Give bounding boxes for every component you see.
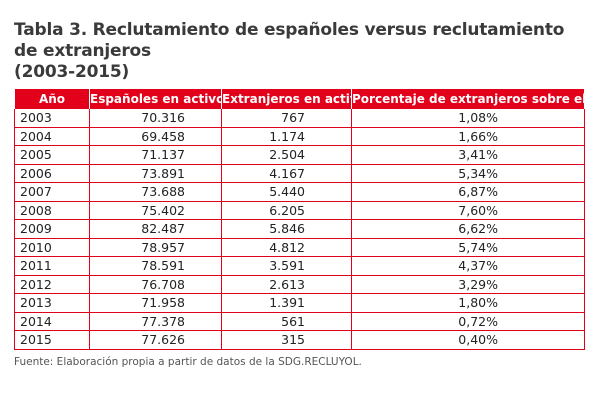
cell-year: 2004 bbox=[14, 126, 90, 146]
cell-year: 2003 bbox=[14, 108, 90, 128]
cell-year: 2011 bbox=[14, 256, 90, 276]
table-row: 2005 71.137 2.504 3,41% bbox=[14, 145, 585, 165]
cell-foreign-percentage: 1,08% bbox=[351, 108, 585, 128]
table-row: 2012 76.708 2.613 3,29% bbox=[14, 274, 585, 294]
cell-spanish-active: 73.891 bbox=[89, 163, 222, 183]
cell-spanish-active: 75.402 bbox=[89, 200, 222, 220]
source-note: Fuente: Elaboración propia a partir de d… bbox=[14, 355, 362, 368]
cell-foreign-active: 767 bbox=[221, 108, 352, 128]
cell-spanish-active: 78.591 bbox=[89, 256, 222, 276]
cell-foreign-percentage: 1,66% bbox=[351, 126, 585, 146]
table-row: 2013 71.958 1.391 1,80% bbox=[14, 293, 585, 313]
cell-foreign-active: 3.591 bbox=[221, 256, 352, 276]
cell-foreign-percentage: 4,37% bbox=[351, 256, 585, 276]
table-row: 2015 77.626 315 0,40% bbox=[14, 330, 585, 350]
table-row: 2009 82.487 5.846 6,62% bbox=[14, 219, 585, 239]
cell-foreign-active: 6.205 bbox=[221, 200, 352, 220]
cell-year: 2005 bbox=[14, 145, 90, 165]
cell-year: 2006 bbox=[14, 163, 90, 183]
cell-year: 2008 bbox=[14, 200, 90, 220]
cell-foreign-percentage: 5,74% bbox=[351, 237, 585, 257]
table-body: 2003 70.316 767 1,08% 2004 69.458 1.174 1,66% 20… bbox=[14, 108, 585, 350]
table-row: 2014 77.378 561 0,72% bbox=[14, 311, 585, 331]
cell-foreign-active: 1.391 bbox=[221, 293, 352, 313]
cell-foreign-percentage: 6,62% bbox=[351, 219, 585, 239]
cell-foreign-active: 561 bbox=[221, 311, 352, 331]
table-title-line-1: Tabla 3. Reclutamiento de españoles vers… bbox=[14, 20, 565, 61]
cell-foreign-percentage: 1,80% bbox=[351, 293, 585, 313]
cell-foreign-percentage: 0,72% bbox=[351, 311, 585, 331]
cell-foreign-percentage: 3,29% bbox=[351, 274, 585, 294]
cell-year: 2014 bbox=[14, 311, 90, 331]
cell-spanish-active: 70.316 bbox=[89, 108, 222, 128]
cell-spanish-active: 69.458 bbox=[89, 126, 222, 146]
cell-year: 2015 bbox=[14, 330, 90, 350]
column-header-year: Año bbox=[14, 89, 90, 109]
cell-spanish-active: 76.708 bbox=[89, 274, 222, 294]
cell-year: 2012 bbox=[14, 274, 90, 294]
cell-spanish-active: 78.957 bbox=[89, 237, 222, 257]
cell-year: 2007 bbox=[14, 182, 90, 202]
table-header: Año Españoles en activo Extranjeros en a… bbox=[14, 89, 585, 109]
header-row: Año Españoles en activo Extranjeros en a… bbox=[14, 89, 585, 109]
cell-spanish-active: 77.626 bbox=[89, 330, 222, 350]
cell-spanish-active: 82.487 bbox=[89, 219, 222, 239]
cell-spanish-active: 71.958 bbox=[89, 293, 222, 313]
table-row: 2010 78.957 4.812 5,74% bbox=[14, 237, 585, 257]
cell-foreign-percentage: 6,87% bbox=[351, 182, 585, 202]
cell-foreign-active: 5.440 bbox=[221, 182, 352, 202]
cell-year: 2009 bbox=[14, 219, 90, 239]
table-title-line-2: (2003-2015) bbox=[14, 62, 130, 82]
cell-foreign-percentage: 5,34% bbox=[351, 163, 585, 183]
cell-foreign-active: 1.174 bbox=[221, 126, 352, 146]
cell-year: 2010 bbox=[14, 237, 90, 257]
column-header-foreign-percentage: Porcentaje de extranjeros sobre el total bbox=[351, 89, 585, 109]
cell-foreign-active: 4.167 bbox=[221, 163, 352, 183]
table-row: 2006 73.891 4.167 5,34% bbox=[14, 163, 585, 183]
cell-foreign-active: 2.504 bbox=[221, 145, 352, 165]
table-row: 2003 70.316 767 1,08% bbox=[14, 108, 585, 128]
table-row: 2011 78.591 3.591 4,37% bbox=[14, 256, 585, 276]
cell-foreign-active: 5.846 bbox=[221, 219, 352, 239]
cell-foreign-percentage: 0,40% bbox=[351, 330, 585, 350]
cell-foreign-percentage: 7,60% bbox=[351, 200, 585, 220]
table-row: 2008 75.402 6.205 7,60% bbox=[14, 200, 585, 220]
table-title: Tabla 3. Reclutamiento de españoles vers… bbox=[14, 20, 592, 83]
column-header-spanish-active: Españoles en activo bbox=[89, 89, 222, 109]
cell-foreign-active: 315 bbox=[221, 330, 352, 350]
document-page: Tabla 3. Reclutamiento de españoles vers… bbox=[14, 20, 592, 368]
cell-year: 2013 bbox=[14, 293, 90, 313]
cell-spanish-active: 77.378 bbox=[89, 311, 222, 331]
cell-foreign-active: 2.613 bbox=[221, 274, 352, 294]
cell-foreign-percentage: 3,41% bbox=[351, 145, 585, 165]
cell-spanish-active: 73.688 bbox=[89, 182, 222, 202]
column-header-foreign-active: Extranjeros en activo bbox=[221, 89, 352, 109]
table-row: 2004 69.458 1.174 1,66% bbox=[14, 126, 585, 146]
recruitment-table: Año Españoles en activo Extranjeros en a… bbox=[14, 89, 585, 350]
cell-spanish-active: 71.137 bbox=[89, 145, 222, 165]
cell-foreign-active: 4.812 bbox=[221, 237, 352, 257]
table-row: 2007 73.688 5.440 6,87% bbox=[14, 182, 585, 202]
